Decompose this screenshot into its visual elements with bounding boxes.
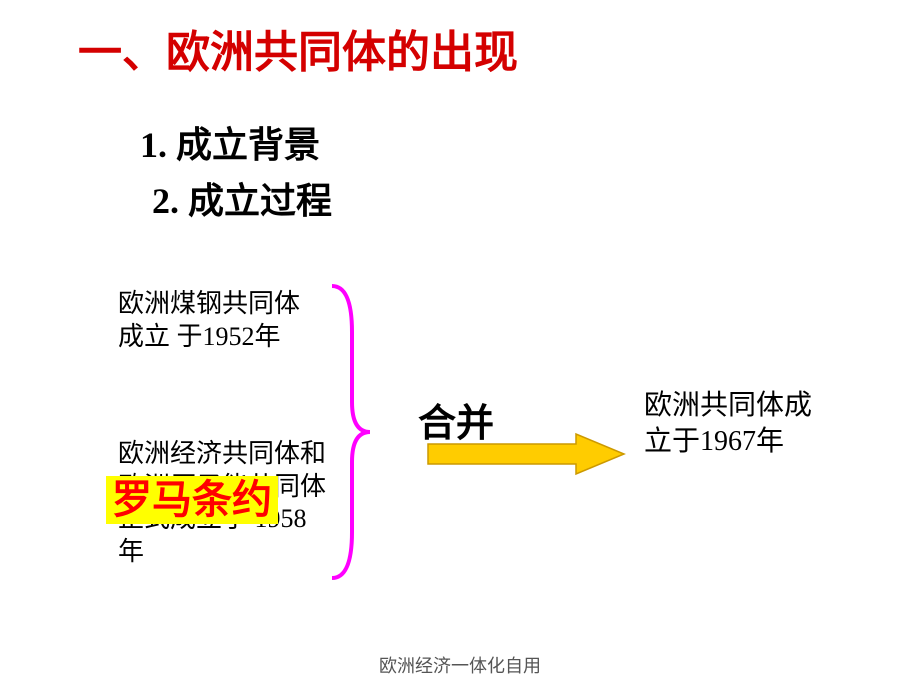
left-item-1: 欧洲煤钢共同体成立 于1952年 bbox=[118, 288, 308, 353]
curly-brace-icon bbox=[324, 282, 374, 582]
subheading-2: 2. 成立过程 bbox=[152, 172, 332, 224]
highlight-rome-treaty: 罗马条约 bbox=[106, 476, 278, 524]
arrow-icon bbox=[426, 432, 626, 476]
slide-title: 一、欧洲共同体的出现 bbox=[78, 16, 518, 80]
footer-text: 欧洲经济一体化自用 bbox=[379, 652, 541, 678]
result-text: 欧洲共同体成立于1967年 bbox=[644, 388, 824, 461]
subheading-1: 1. 成立背景 bbox=[140, 116, 320, 168]
